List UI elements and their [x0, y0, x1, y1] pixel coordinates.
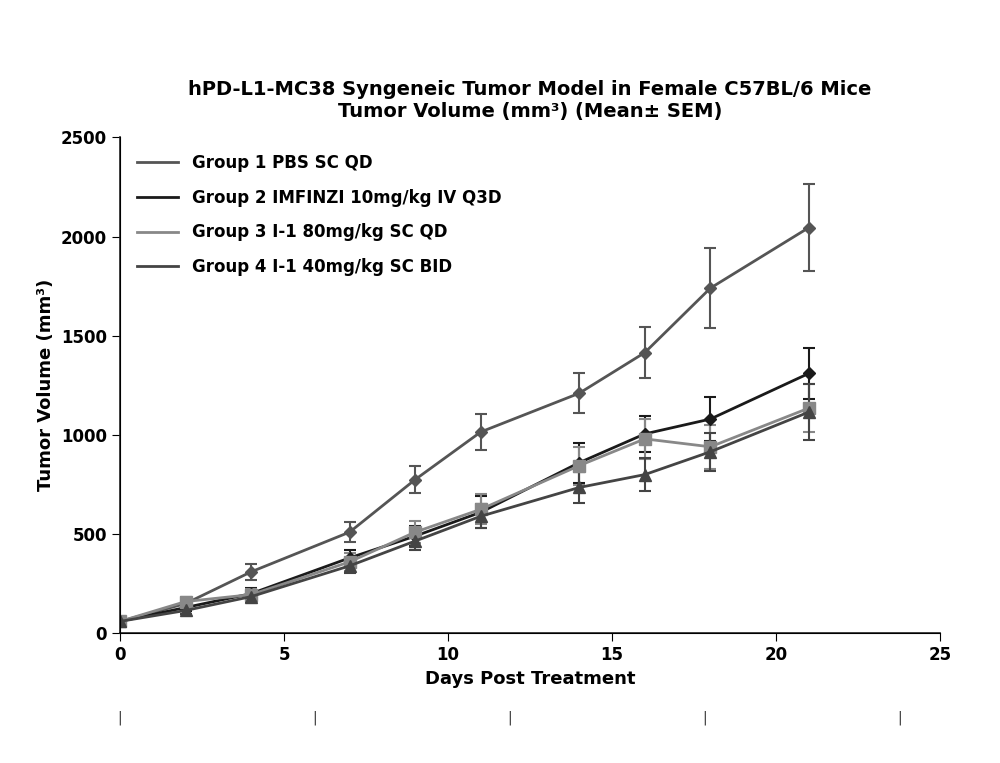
- Text: |: |: [118, 710, 122, 725]
- Text: |: |: [898, 710, 902, 725]
- Text: |: |: [703, 710, 707, 725]
- Legend: Group 1 PBS SC QD, Group 2 IMFINZI 10mg/kg IV Q3D, Group 3 I-1 80mg/kg SC QD, Gr: Group 1 PBS SC QD, Group 2 IMFINZI 10mg/…: [128, 146, 510, 285]
- Text: |: |: [508, 710, 512, 725]
- Text: |: |: [313, 710, 317, 725]
- X-axis label: Days Post Treatment: Days Post Treatment: [425, 670, 635, 688]
- Y-axis label: Tumor Volume (mm³): Tumor Volume (mm³): [37, 279, 55, 491]
- Title: hPD-L1-MC38 Syngeneic Tumor Model in Female C57BL/6 Mice
Tumor Volume (mm³) (Mea: hPD-L1-MC38 Syngeneic Tumor Model in Fem…: [188, 79, 872, 121]
